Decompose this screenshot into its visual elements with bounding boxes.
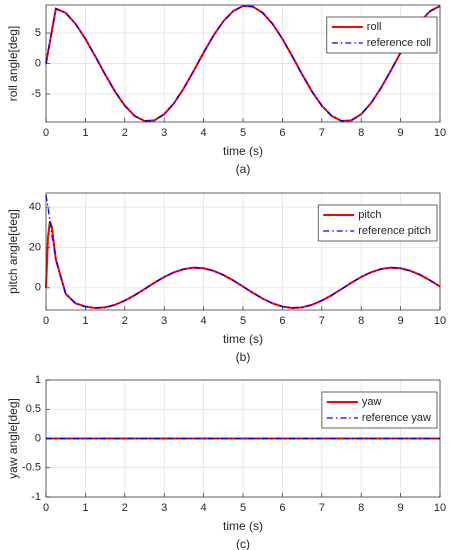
y-tick-label: 0 <box>35 432 41 444</box>
x-tick-label: 3 <box>161 127 167 139</box>
y-axis-label: roll angle[deg] <box>6 26 20 101</box>
legend-label: pitch <box>358 209 381 221</box>
x-tick-label: 6 <box>279 315 285 327</box>
x-tick-label: 2 <box>122 502 128 514</box>
x-tick-label: 1 <box>82 127 88 139</box>
y-tick-label: 40 <box>29 201 41 213</box>
legend: pitch reference pitch <box>317 204 438 242</box>
axes-box <box>45 379 441 498</box>
caption: (c) <box>236 537 250 550</box>
caption: (a) <box>236 162 251 176</box>
x-tick-label: 1 <box>82 502 88 514</box>
x-tick-label: 7 <box>319 502 325 514</box>
x-tick-label: 5 <box>240 502 246 514</box>
series-line <box>45 194 441 309</box>
y-tick-label: 0 <box>35 282 41 294</box>
y-axis-label: yaw angle[deg] <box>6 398 20 479</box>
x-tick-label: 8 <box>358 127 364 139</box>
x-tick-label: 8 <box>358 502 364 514</box>
y-axis-label: pitch angle[deg] <box>6 209 20 294</box>
x-axis-label: time (s) <box>223 144 263 158</box>
x-tick-label: 6 <box>279 502 285 514</box>
axes-box <box>45 4 441 123</box>
x-tick-label: 9 <box>398 127 404 139</box>
legend-box <box>321 391 438 429</box>
x-tick-label: 9 <box>398 502 404 514</box>
legend: yaw reference yaw <box>321 391 438 429</box>
legend-box <box>326 16 438 54</box>
y-tick-label: -1 <box>31 491 41 503</box>
legend-label: reference pitch <box>358 225 431 237</box>
x-tick-label: 4 <box>201 315 207 327</box>
x-tick-label: 7 <box>319 127 325 139</box>
x-axis-label: time (s) <box>223 332 263 346</box>
x-tick-label: 2 <box>122 315 128 327</box>
x-tick-label: 8 <box>358 315 364 327</box>
axes-box <box>45 192 441 311</box>
legend-label: roll <box>367 21 382 33</box>
series-line <box>45 5 441 122</box>
x-tick-label: 5 <box>240 315 246 327</box>
x-tick-label: 10 <box>434 315 446 327</box>
caption: (b) <box>236 350 251 364</box>
y-tick-label: -5 <box>31 88 41 100</box>
x-tick-label: 2 <box>122 127 128 139</box>
y-tick-label: 0 <box>35 57 41 69</box>
x-tick-label: 5 <box>240 127 246 139</box>
x-tick-label: 4 <box>201 127 207 139</box>
x-tick-label: 10 <box>434 502 446 514</box>
x-tick-label: 7 <box>319 315 325 327</box>
y-tick-label: 5 <box>35 27 41 39</box>
legend-box <box>317 204 438 242</box>
x-tick-label: 3 <box>161 315 167 327</box>
x-tick-label: 3 <box>161 502 167 514</box>
y-tick-label: -0.5 <box>22 462 41 474</box>
x-tick-label: 4 <box>201 502 207 514</box>
x-tick-label: 6 <box>279 127 285 139</box>
x-tick-label: 10 <box>434 127 446 139</box>
x-tick-label: 0 <box>43 502 49 514</box>
y-tick-label: 0.5 <box>26 403 41 415</box>
x-axis-label: time (s) <box>223 519 263 533</box>
x-tick-label: 9 <box>398 315 404 327</box>
x-tick-label: 1 <box>82 315 88 327</box>
y-tick-label: 20 <box>29 241 41 253</box>
y-tick-label: 1 <box>35 374 41 386</box>
legend: roll reference roll <box>326 16 438 54</box>
legend-label: reference yaw <box>362 412 431 424</box>
legend-label: reference roll <box>367 37 431 49</box>
legend-label: yaw <box>362 396 382 408</box>
x-tick-label: 0 <box>43 315 49 327</box>
x-tick-label: 0 <box>43 127 49 139</box>
